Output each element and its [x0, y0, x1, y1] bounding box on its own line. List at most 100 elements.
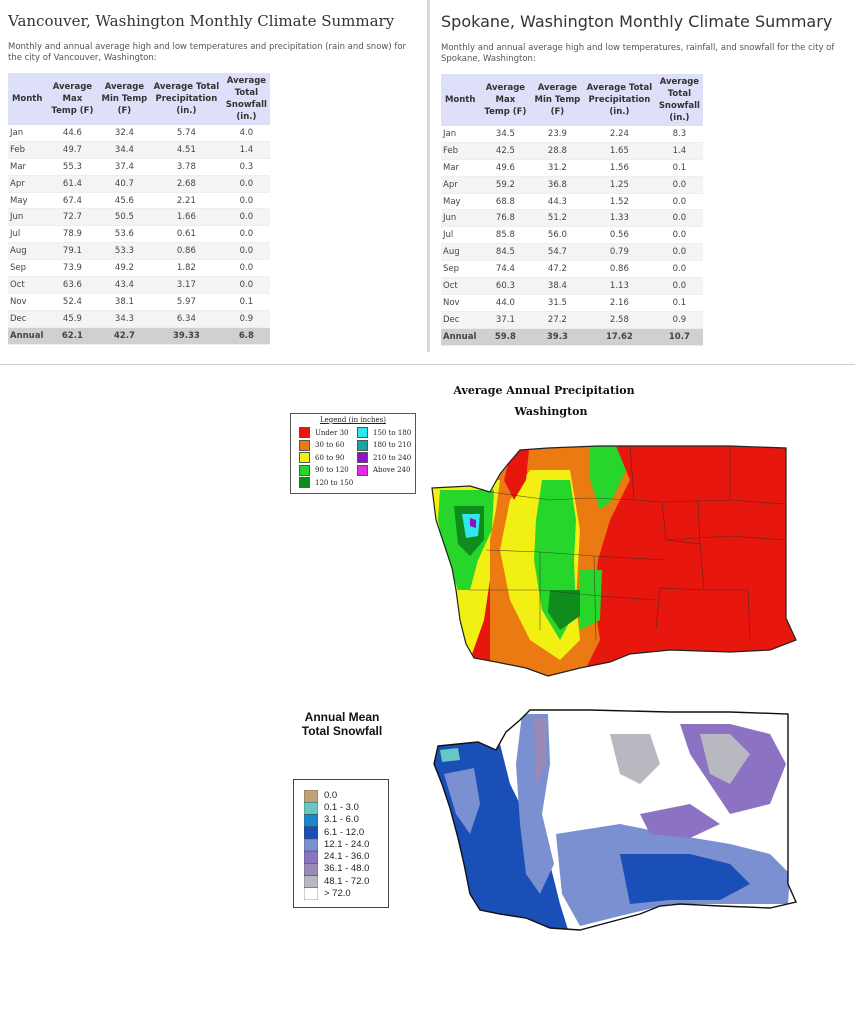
- table-cell: 0.0: [222, 242, 271, 261]
- table-cell: 34.4: [98, 141, 151, 159]
- table-cell: 0.0: [655, 277, 704, 295]
- table-cell: 47.2: [531, 260, 584, 279]
- table-cell: Aug: [441, 243, 480, 262]
- table-cell: 63.6: [46, 276, 99, 294]
- legend-label: 30 to 60: [315, 441, 345, 449]
- table-row: Sep 73.9 49.2 1.82 0.0: [8, 259, 271, 278]
- table-cell: 55.3: [46, 158, 99, 176]
- header-precip: Average Total Precipitation (in.): [150, 73, 223, 125]
- table-cell: 49.7: [46, 141, 99, 159]
- precip-legend-item: 30 to 60: [299, 439, 345, 451]
- snow-legend-label: 36.1 - 48.0: [324, 863, 370, 875]
- table-cell: 6.8: [222, 327, 271, 345]
- precip-map-title: Average Annual Precipitation: [453, 384, 635, 397]
- table-cell: 0.0: [655, 193, 704, 211]
- table-cell: 85.8: [479, 226, 532, 245]
- legend-swatch: [299, 439, 310, 451]
- table-row: Dec 37.1 27.2 2.58 0.9: [441, 311, 704, 329]
- table-cell: 37.1: [479, 311, 532, 329]
- table-cell: Apr: [8, 175, 47, 193]
- legend-label: 210 to 240: [373, 453, 412, 462]
- table-cell: 53.6: [98, 225, 151, 244]
- table-cell: Apr: [441, 176, 480, 194]
- legend-swatch: [357, 464, 368, 476]
- table-cell: 4.0: [222, 125, 271, 142]
- vancouver-panel: Vancouver, Washington Monthly Climate Su…: [0, 0, 425, 352]
- header-precip: Average Total Precipitation (in.): [583, 74, 656, 126]
- table-cell: May: [441, 193, 480, 211]
- table-cell: 36.8: [531, 176, 584, 194]
- table-cell: 1.52: [583, 193, 656, 211]
- table-cell: Dec: [441, 311, 480, 329]
- snow-legend-label: 0.1 - 3.0: [324, 802, 359, 814]
- snow-legend-swatch: [304, 887, 318, 900]
- header-min-temp: Average Min Temp (F): [98, 73, 151, 125]
- table-cell: Sep: [441, 260, 480, 279]
- table-cell: 34.5: [479, 126, 532, 143]
- section-divider: [0, 364, 855, 365]
- table-cell: Jul: [441, 226, 480, 245]
- table-cell: 44.0: [479, 294, 532, 312]
- header-max-temp: Average Max Temp (F): [479, 74, 532, 126]
- legend-label: 180 to 210: [373, 441, 412, 449]
- snow-legend-swatch: [304, 838, 318, 852]
- table-cell: 40.7: [98, 175, 151, 193]
- table-cell: Aug: [8, 242, 47, 261]
- spokane-description: Monthly and annual average high and low …: [441, 43, 835, 64]
- table-cell: 0.0: [222, 259, 271, 278]
- table-cell: 8.3: [655, 126, 704, 143]
- precip-legend-item: 90 to 120: [299, 464, 349, 476]
- legend-label: Above 240: [373, 466, 411, 474]
- table-cell: 0.0: [222, 192, 271, 210]
- table-cell: 1.56: [583, 159, 656, 177]
- header-max-temp: Average Max Temp (F): [46, 73, 99, 125]
- snow-legend-swatch: [304, 875, 318, 889]
- table-cell: 0.0: [222, 175, 271, 193]
- table-cell: 50.5: [98, 208, 151, 227]
- vancouver-climate-table: Month Average Max Temp (F) Average Min T…: [8, 73, 271, 345]
- table-cell: 31.2: [531, 159, 584, 177]
- table-row: May 67.4 45.6 2.21 0.0: [8, 192, 271, 210]
- table-header-row: Month Average Max Temp (F) Average Min T…: [441, 74, 704, 126]
- table-cell: 0.56: [583, 226, 656, 245]
- snow-map-title-line2: Total Snowfall: [301, 724, 383, 738]
- legend-swatch: [299, 452, 310, 463]
- table-cell: 52.4: [46, 293, 99, 311]
- table-row: Jan 44.6 32.4 5.74 4.0: [8, 125, 271, 142]
- table-cell: May: [8, 192, 47, 210]
- header-snowfall: Average Total Snowfall (in.): [655, 74, 704, 126]
- table-cell: Sep: [8, 259, 47, 278]
- table-row: Jul 78.9 53.6 0.61 0.0: [8, 225, 271, 244]
- table-row: Apr 59.2 36.8 1.25 0.0: [441, 176, 704, 194]
- snow-legend-label: > 72.0: [324, 887, 351, 899]
- table-cell: Dec: [8, 310, 47, 328]
- snow-legend-swatch: [304, 814, 318, 827]
- table-row: Oct 63.6 43.4 3.17 0.0: [8, 276, 271, 294]
- table-cell: Jan: [8, 125, 47, 142]
- table-cell: 39.3: [531, 328, 584, 346]
- table-cell: Feb: [8, 141, 47, 159]
- spokane-title: Spokane, Washington Monthly Climate Summ…: [441, 12, 833, 31]
- table-cell: 10.7: [655, 328, 704, 346]
- table-cell: 0.0: [222, 276, 271, 294]
- table-cell: 72.7: [46, 208, 99, 227]
- table-row: Jul 85.8 56.0 0.56 0.0: [441, 226, 704, 245]
- table-cell: 2.58: [583, 311, 656, 329]
- snow-legend-swatch: [304, 801, 318, 815]
- table-cell: 0.9: [222, 310, 271, 328]
- table-cell: 53.3: [98, 242, 151, 261]
- precip-legend-item: 180 to 210: [357, 439, 412, 451]
- table-row: Mar 55.3 37.4 3.78 0.3: [8, 158, 271, 176]
- precip-legend-title: Legend (in inches): [320, 416, 386, 424]
- table-cell: 0.86: [583, 260, 656, 279]
- header-month: Month: [441, 74, 480, 126]
- table-cell: Mar: [441, 159, 480, 177]
- table-cell: Jun: [8, 208, 47, 227]
- table-row: Aug 79.1 53.3 0.86 0.0: [8, 242, 271, 261]
- table-cell: Nov: [8, 293, 47, 311]
- table-cell: Nov: [441, 294, 480, 312]
- table-cell: Annual: [441, 328, 480, 346]
- table-cell: 0.61: [150, 225, 223, 244]
- precip-map-subtitle: Washington: [514, 405, 588, 418]
- table-cell: 0.0: [655, 226, 704, 245]
